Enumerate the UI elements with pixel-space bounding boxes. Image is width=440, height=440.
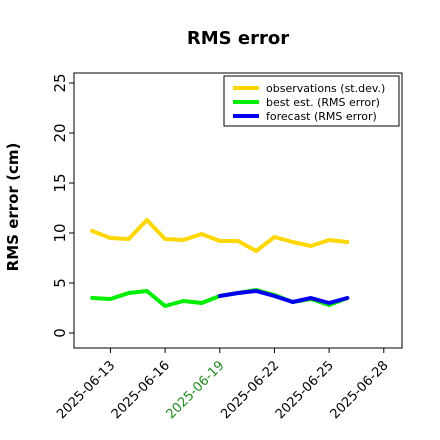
series-line-1: [90, 218, 350, 253]
y-tick-label: 0: [51, 328, 69, 338]
y-tick-label: 15: [51, 173, 69, 192]
y-axis-label: RMS error (cm): [4, 143, 22, 272]
legend: observations (st.dev.)best est. (RMS err…: [223, 75, 400, 127]
y-tick-label: 5: [51, 278, 69, 288]
y-axis-ticks: 0 5 10 15 20 25: [51, 73, 74, 338]
series-line-3: [217, 289, 350, 305]
legend-label: forecast (RMS error): [266, 110, 377, 123]
legend-label: best est. (RMS error): [266, 96, 380, 109]
x-axis-ticks: 2025-06-132025-06-162025-06-192025-06-22…: [54, 348, 392, 422]
y-tick-label: 25: [51, 73, 69, 92]
y-tick-label: 10: [51, 223, 69, 242]
chart-title: RMS error: [187, 28, 289, 49]
series-lines: [90, 218, 350, 308]
y-tick-label: 20: [51, 123, 69, 142]
x-tick-label: 2025-06-28: [328, 358, 392, 422]
legend-label: observations (st.dev.): [266, 82, 385, 95]
